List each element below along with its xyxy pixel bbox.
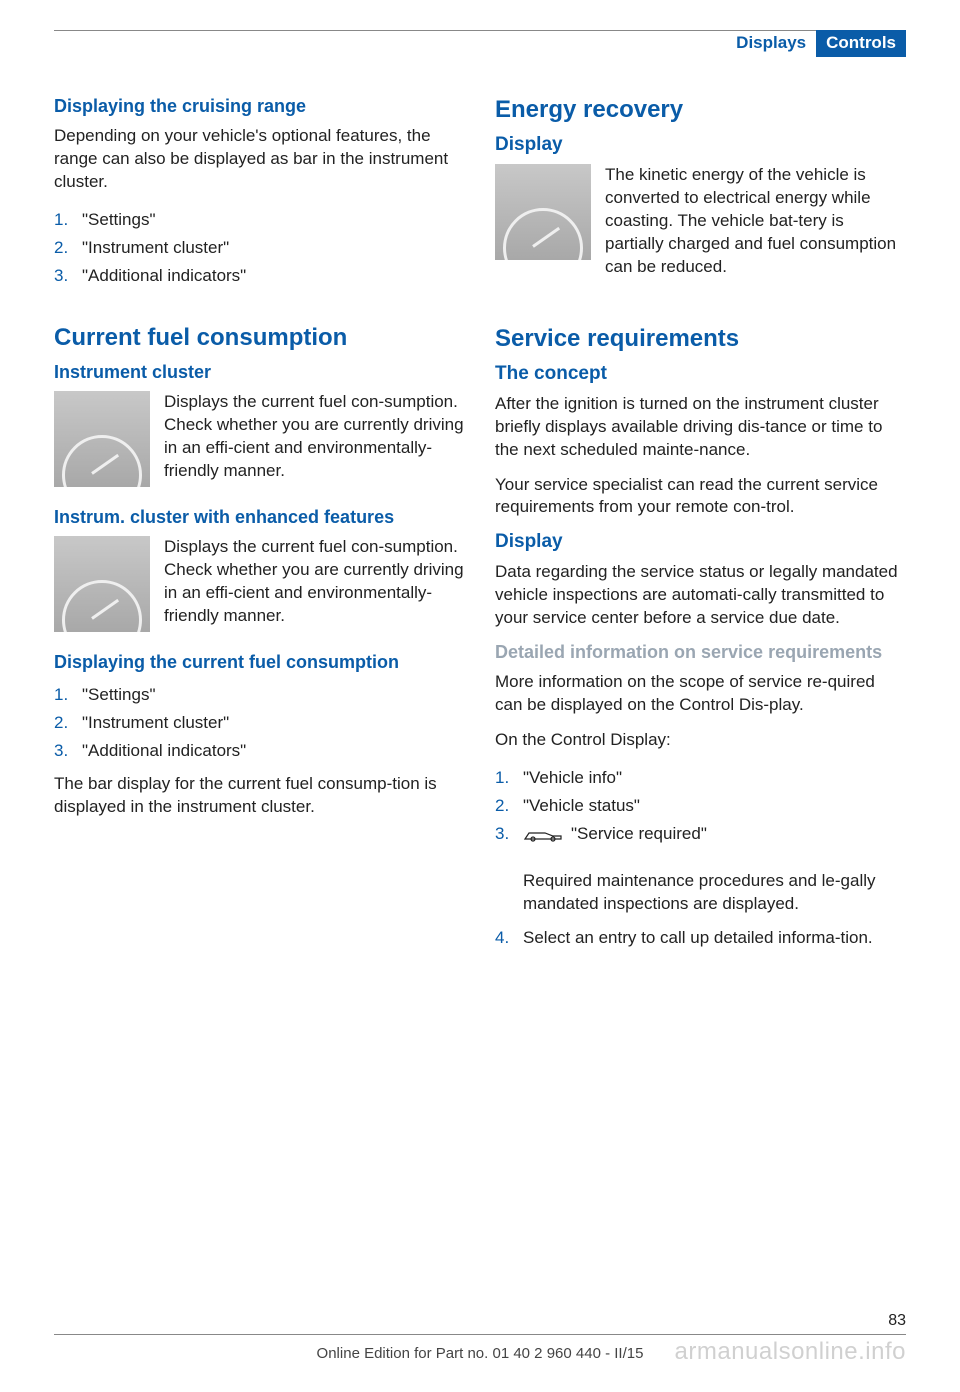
heading-current-fuel: Current fuel consumption [54, 324, 465, 352]
current-fuel-tail: The bar display for the current fuel con… [54, 773, 465, 819]
heading-concept: The concept [495, 363, 906, 385]
gauge-icon [54, 391, 150, 487]
num: 2. [54, 234, 82, 262]
num: 1. [54, 206, 82, 234]
list-item: 1. "Vehicle info" [495, 764, 906, 792]
heading-service-display: Display [495, 531, 906, 553]
concept-p1: After the ignition is turned on the inst… [495, 393, 906, 462]
header-tab-displays: Displays [726, 30, 816, 57]
num: 1. [495, 764, 523, 792]
page-content: Displaying the cruising range Depending … [0, 66, 960, 974]
list-item: 1."Settings" [54, 681, 465, 709]
header-tab-controls: Controls [816, 30, 906, 57]
left-column: Displaying the cruising range Depending … [54, 96, 465, 974]
cruising-range-intro: Depending on your vehicle's optional fea… [54, 125, 465, 194]
num: 3. [54, 737, 82, 765]
gauge-text: Displays the current fuel con‐sumption. … [164, 536, 465, 632]
num: 1. [54, 681, 82, 709]
step-text: "Instrument cluster" [82, 234, 465, 262]
step-text: "Vehicle status" [523, 792, 906, 820]
detail-p1: More information on the scope of service… [495, 671, 906, 717]
cruising-range-steps: 1."Settings" 2."Instrument cluster" 3."A… [54, 206, 465, 290]
heading-energy-recovery: Energy recovery [495, 96, 906, 124]
gauge-block-1: Displays the current fuel con‐sumption. … [54, 391, 465, 487]
gauge-icon [54, 536, 150, 632]
step-text: "Settings" [82, 681, 465, 709]
heading-service-requirements: Service requirements [495, 325, 906, 353]
step-text: "Vehicle info" [523, 764, 906, 792]
heading-cruising-range: Displaying the cruising range [54, 96, 465, 117]
step-text: Select an entry to call up detailed info… [523, 924, 906, 952]
step-text-inner: "Service required" [571, 824, 707, 843]
heading-displaying-current-fuel: Displaying the current fuel consumption [54, 652, 465, 673]
detail-steps: 1. "Vehicle info" 2. "Vehicle status" 3.… [495, 764, 906, 848]
list-item: 4. Select an entry to call up detailed i… [495, 924, 906, 952]
step-text: "Settings" [82, 206, 465, 234]
num: 3. [495, 820, 523, 848]
right-column: Energy recovery Display The kinetic ener… [495, 96, 906, 974]
energy-block: The kinetic energy of the vehicle is con… [495, 164, 906, 279]
num: 2. [495, 792, 523, 820]
list-item: 2. "Vehicle status" [495, 792, 906, 820]
header-tabs: Displays Controls [726, 29, 906, 57]
step-text: "Instrument cluster" [82, 709, 465, 737]
service-display-p1: Data regarding the service status or leg… [495, 561, 906, 630]
current-fuel-steps: 1."Settings" 2."Instrument cluster" 3."A… [54, 681, 465, 765]
list-item: 2."Instrument cluster" [54, 709, 465, 737]
list-item: 3."Additional indicators" [54, 262, 465, 290]
gauge-block-2: Displays the current fuel con‐sumption. … [54, 536, 465, 632]
step-3-sub: Required maintenance procedures and le‐g… [523, 870, 906, 916]
heading-instrum-enhanced: Instrum. cluster with enhanced features [54, 507, 465, 528]
list-item: 2."Instrument cluster" [54, 234, 465, 262]
heading-instrument-cluster: Instrument cluster [54, 362, 465, 383]
heading-energy-display: Display [495, 134, 906, 156]
detail-steps-cont: 4. Select an entry to call up detailed i… [495, 924, 906, 952]
step-text: "Additional indicators" [82, 737, 465, 765]
concept-p2: Your service specialist can read the cur… [495, 474, 906, 520]
num: 4. [495, 924, 523, 952]
header-bar: Displays Controls [54, 30, 906, 66]
gauge-text: Displays the current fuel con‐sumption. … [164, 391, 465, 487]
num: 3. [54, 262, 82, 290]
detail-p2: On the Control Display: [495, 729, 906, 752]
num: 2. [54, 709, 82, 737]
list-item: 3. "Service required" [495, 820, 906, 848]
page-number: 83 [54, 1312, 906, 1335]
car-icon [523, 828, 563, 842]
list-item: 1."Settings" [54, 206, 465, 234]
step-text: "Service required" [523, 820, 906, 848]
gauge-icon [495, 164, 591, 260]
heading-detailed-info: Detailed information on service requirem… [495, 642, 906, 663]
step-text: "Additional indicators" [82, 262, 465, 290]
energy-text: The kinetic energy of the vehicle is con… [605, 164, 906, 279]
list-item: 3."Additional indicators" [54, 737, 465, 765]
